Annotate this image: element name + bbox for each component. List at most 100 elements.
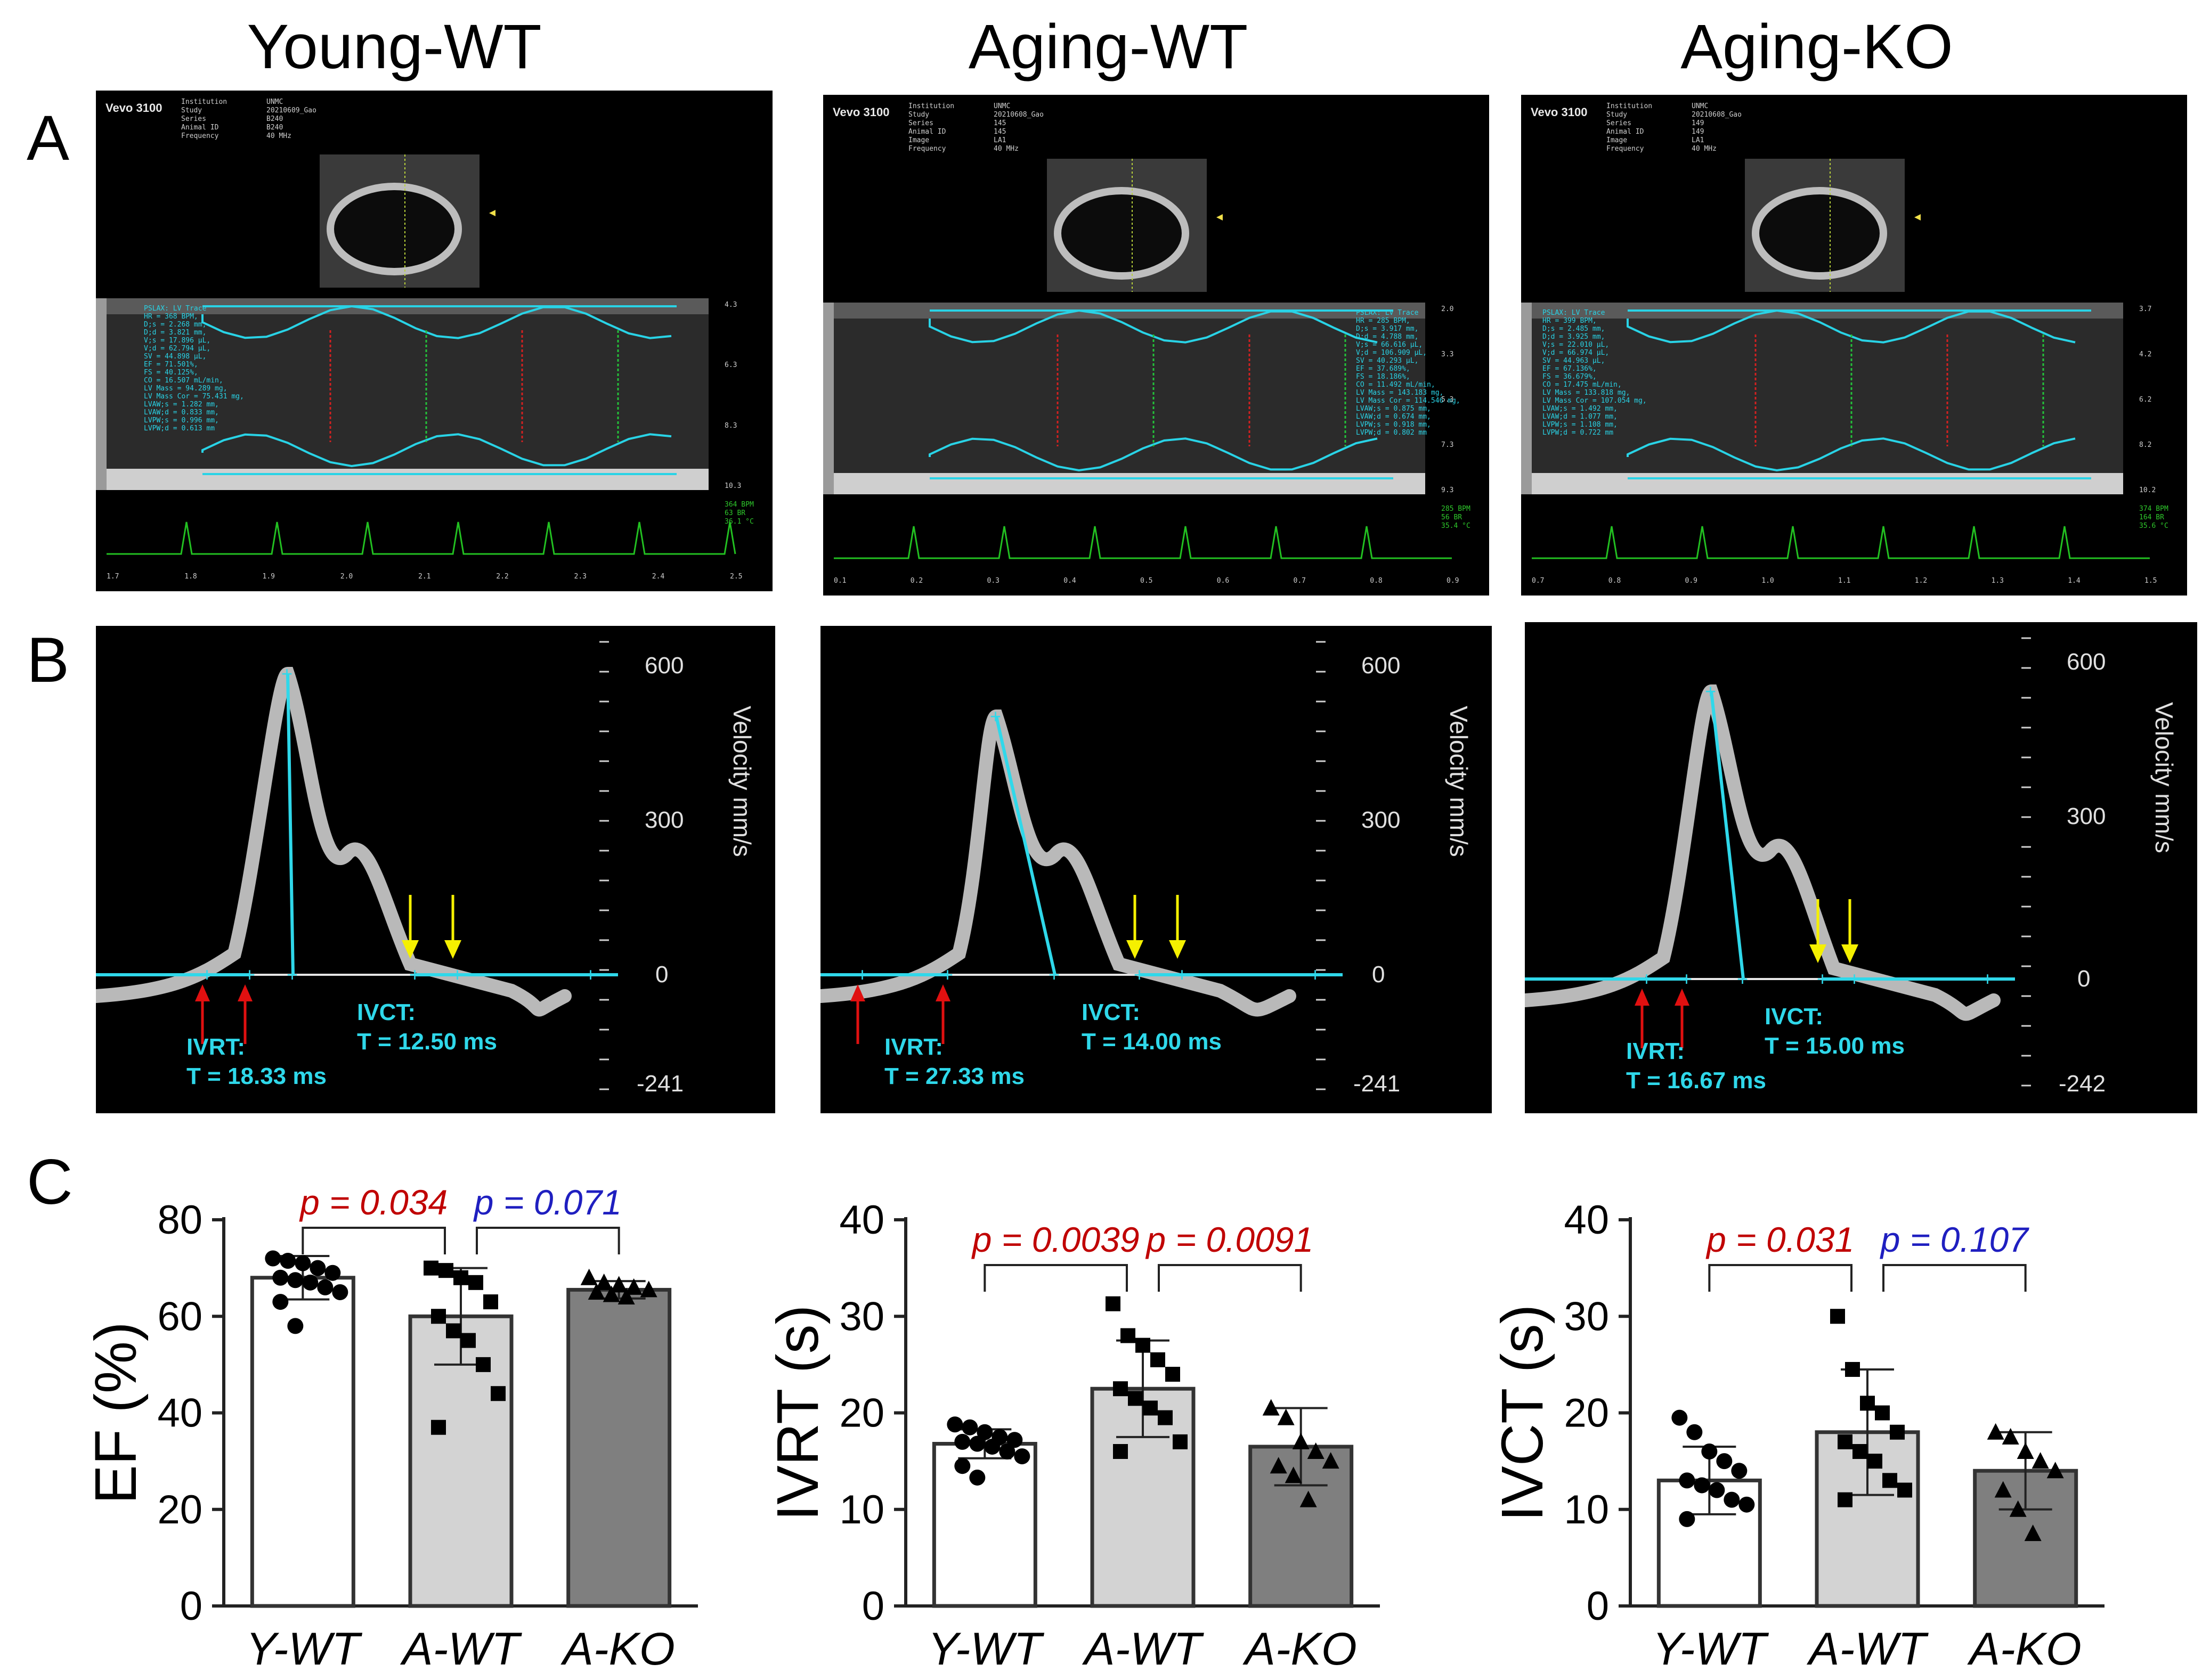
vitals-readout: 364 BPM 63 BR 36.1 °C: [725, 501, 754, 526]
data-point: [977, 1424, 993, 1440]
x-category-label: A-WT: [1806, 1624, 1929, 1673]
lv-posterior-trace: [929, 437, 1378, 472]
panel-letter-b: B: [27, 624, 70, 696]
vital-value: 36.1 °C: [725, 518, 754, 526]
data-point: [1106, 1296, 1120, 1311]
caliper-cross: +: [1641, 968, 1652, 990]
data-point: [1701, 1444, 1718, 1459]
data-point: [1277, 1408, 1295, 1425]
depth-tick-label: 4.2: [2139, 350, 2152, 358]
data-point: [431, 1309, 446, 1324]
vital-value: 374 BPM: [2139, 505, 2168, 513]
vital-value: 164 BR: [2139, 513, 2164, 521]
caliper-cross: +: [201, 964, 213, 985]
vital-value: 63 BR: [725, 509, 746, 517]
depth-tick-label: 9.3: [1441, 486, 1454, 494]
data-point: [2046, 1462, 2064, 1479]
depth-tick-label: 2.0: [1441, 305, 1454, 313]
scan-info-value: 145: [994, 119, 1006, 127]
caliper-cross: +: [1176, 964, 1188, 985]
y-tick-label: 0: [862, 1584, 884, 1629]
measurement-line: V;s = 66.616 μL,: [1356, 341, 1423, 349]
data-point: [1838, 1434, 1852, 1449]
ventricle-shape: [1752, 187, 1887, 280]
velocity-scale-zero: 0: [1372, 961, 1385, 988]
data-point: [1838, 1492, 1852, 1507]
doppler-panel-aging-wt: + + + + + + + IVRT: T = 27.33 ms IVCT: T = 14.00 m…: [820, 626, 1492, 1113]
data-point: [280, 1253, 296, 1269]
data-point: [1158, 1410, 1173, 1425]
measurement-line: LVPW;s = 1.108 mm,: [1542, 421, 1618, 429]
data-point: [1128, 1391, 1143, 1406]
scan-info-value: UNMC: [994, 102, 1011, 110]
scan-info-value: B240: [266, 124, 283, 132]
ecg-trace: [834, 526, 1452, 559]
data-point: [438, 1263, 453, 1278]
doppler-spectrum: [96, 666, 572, 1017]
deceleration-slope-line: [1710, 691, 1745, 980]
time-tick-label: 1.0: [1761, 577, 1774, 585]
measurement-line: PSLAX: LV Trace: [144, 305, 207, 313]
caliper-cross: +: [409, 964, 420, 985]
data-point: [1113, 1381, 1128, 1397]
caliper-cross: +: [1681, 968, 1692, 990]
time-tick-label: 2.4: [652, 573, 665, 581]
scan-info-label: Study: [1606, 111, 1628, 119]
data-point: [1738, 1496, 1755, 1513]
data-point: [1113, 1444, 1128, 1459]
measurement-line: D;s = 2.485 mm,: [1542, 325, 1605, 333]
data-point: [461, 1333, 476, 1348]
echo-graphics: [823, 159, 1452, 559]
gray-scale-bar: [1521, 303, 1532, 494]
y-tick-label: 40: [839, 1197, 884, 1243]
ivct-arrow-head: [444, 940, 461, 959]
scan-info-values: UNMC 20210608_Gao 149 149 LA1 40 MHz: [1692, 102, 1742, 153]
data-point: [999, 1444, 1015, 1459]
time-tick-label: 2.3: [574, 573, 587, 581]
y-tick-label: 20: [1564, 1391, 1609, 1436]
ivrt-label: IVRT:: [1626, 1038, 1685, 1064]
data-point: [431, 1420, 446, 1435]
data-point: [1135, 1338, 1150, 1353]
vital-value: 285 BPM: [1441, 505, 1470, 513]
x-category-label: Y-WT: [1653, 1624, 1769, 1673]
measurement-line: LVPW;d = 0.722 mm: [1542, 429, 1614, 437]
y-tick-label: 40: [1564, 1197, 1609, 1243]
data-point: [954, 1433, 971, 1450]
doppler-spectrum: [820, 709, 1296, 1017]
ivrt-arrow-head: [850, 984, 865, 1001]
data-point: [1292, 1432, 1310, 1449]
time-tick-label: 0.1: [834, 577, 847, 585]
measurement-line: LVAW;d = 0.833 mm,: [144, 409, 219, 417]
scan-info-label: Series: [1606, 119, 1631, 127]
depth-tick-label: 3.3: [1441, 350, 1454, 358]
vital-value: 56 BR: [1441, 513, 1462, 521]
scan-info-label: Institution: [908, 102, 955, 110]
significance-bracket: [1708, 1264, 1852, 1292]
scan-info-value: 20210609_Gao: [266, 107, 316, 115]
depth-tick-label: 10.2: [2139, 486, 2156, 494]
data-point: [1709, 1482, 1725, 1498]
time-tick-label: 1.4: [2068, 577, 2081, 585]
data-point: [617, 1288, 635, 1304]
measurement-line: SV = 44.898 μL,: [144, 353, 207, 361]
measurement-line: V;d = 106.909 μL,: [1356, 349, 1427, 357]
ivrt-arrow-head: [1635, 989, 1650, 1006]
measurement-line: LVAW;d = 1.077 mm,: [1542, 413, 1618, 421]
data-point: [595, 1273, 613, 1290]
bar-a-ko: [1248, 1445, 1354, 1608]
depth-tick-label: 6.2: [2139, 396, 2152, 404]
lv-posterior-trace: [201, 433, 672, 468]
measurement-line: SV = 40.293 μL,: [1356, 357, 1419, 365]
data-point: [2024, 1524, 2042, 1542]
velocity-scale-zero: 0: [2077, 966, 2091, 992]
scan-info-value: 40 MHz: [1692, 145, 1717, 153]
data-point: [1890, 1424, 1905, 1440]
data-point: [483, 1294, 498, 1310]
time-tick-label: 0.7: [1293, 577, 1306, 585]
scan-info-label: Frequency: [181, 132, 219, 140]
scan-info-label: Image: [908, 136, 930, 144]
time-tick-label: 0.7: [1532, 577, 1545, 585]
measurement-line: HR = 399 BPM,: [1542, 317, 1597, 325]
scan-info-labels: Institution Study Series Animal ID Image Freq…: [1606, 102, 1652, 153]
